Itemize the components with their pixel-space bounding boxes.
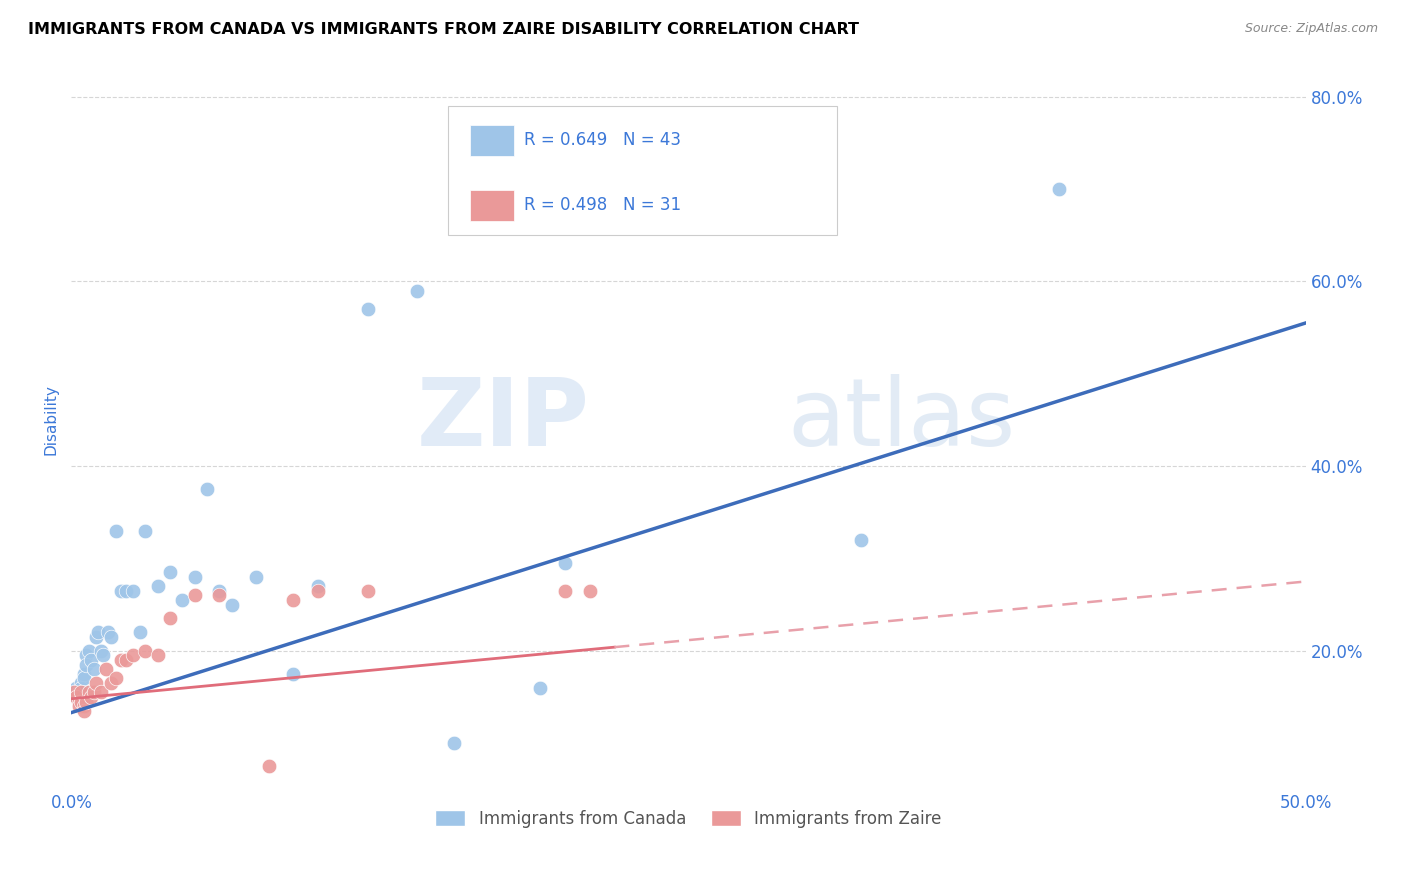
Point	[84, 676, 107, 690]
Point	[70, 694, 93, 708]
Point	[208, 588, 231, 602]
Point	[72, 704, 94, 718]
Point	[129, 625, 152, 640]
Text: IMMIGRANTS FROM CANADA VS IMMIGRANTS FROM ZAIRE DISABILITY CORRELATION CHART: IMMIGRANTS FROM CANADA VS IMMIGRANTS FRO…	[28, 22, 859, 37]
Point	[83, 662, 105, 676]
Point	[80, 690, 103, 704]
Point	[554, 583, 576, 598]
Point	[100, 676, 122, 690]
Point	[172, 593, 194, 607]
Point	[75, 657, 97, 672]
Point	[283, 666, 305, 681]
Point	[87, 625, 110, 640]
Point	[75, 694, 97, 708]
Point	[307, 583, 329, 598]
Text: ZIP: ZIP	[416, 374, 589, 466]
Point	[67, 694, 90, 708]
Point	[97, 625, 120, 640]
Point	[443, 736, 465, 750]
Point	[72, 699, 94, 714]
Point	[159, 566, 181, 580]
Point	[80, 653, 103, 667]
Point	[307, 579, 329, 593]
Point	[93, 648, 115, 663]
Point	[62, 685, 84, 699]
Text: atlas: atlas	[787, 374, 1015, 466]
Point	[83, 685, 105, 699]
Point	[70, 685, 93, 699]
Point	[100, 630, 122, 644]
Point	[77, 644, 100, 658]
Point	[283, 593, 305, 607]
Point	[184, 588, 207, 602]
Point	[356, 302, 378, 317]
Point	[70, 676, 93, 690]
Point	[90, 644, 112, 658]
Point	[67, 699, 90, 714]
Point	[114, 583, 136, 598]
Point	[208, 583, 231, 598]
Point	[184, 570, 207, 584]
Point	[1047, 182, 1070, 196]
Text: R = 0.649   N = 43: R = 0.649 N = 43	[524, 131, 682, 149]
Point	[65, 690, 87, 704]
Point	[245, 570, 267, 584]
Point	[554, 556, 576, 570]
Point	[146, 579, 169, 593]
Point	[90, 685, 112, 699]
Point	[851, 533, 873, 547]
Point	[72, 672, 94, 686]
Point	[104, 524, 127, 538]
Point	[356, 583, 378, 598]
Point	[122, 583, 145, 598]
Point	[104, 672, 127, 686]
Point	[94, 662, 117, 676]
Point	[578, 583, 600, 598]
Point	[65, 681, 87, 695]
FancyBboxPatch shape	[470, 189, 515, 220]
Point	[65, 690, 87, 704]
Point	[114, 653, 136, 667]
Point	[110, 583, 132, 598]
Point	[146, 648, 169, 663]
Point	[257, 759, 280, 773]
Legend: Immigrants from Canada, Immigrants from Zaire: Immigrants from Canada, Immigrants from …	[427, 802, 950, 837]
Point	[221, 598, 243, 612]
FancyBboxPatch shape	[447, 106, 837, 235]
Point	[134, 644, 156, 658]
Point	[529, 681, 551, 695]
Point	[62, 685, 84, 699]
Point	[67, 685, 90, 699]
Point	[67, 694, 90, 708]
Point	[122, 648, 145, 663]
FancyBboxPatch shape	[470, 125, 515, 155]
Point	[159, 611, 181, 625]
Point	[406, 284, 429, 298]
Point	[75, 648, 97, 663]
Point	[77, 685, 100, 699]
Point	[134, 524, 156, 538]
Point	[195, 482, 218, 496]
Y-axis label: Disability: Disability	[44, 384, 58, 456]
Point	[70, 681, 93, 695]
Point	[110, 653, 132, 667]
Point	[84, 630, 107, 644]
Text: R = 0.498   N = 31: R = 0.498 N = 31	[524, 196, 682, 214]
Point	[72, 666, 94, 681]
Text: Source: ZipAtlas.com: Source: ZipAtlas.com	[1244, 22, 1378, 36]
